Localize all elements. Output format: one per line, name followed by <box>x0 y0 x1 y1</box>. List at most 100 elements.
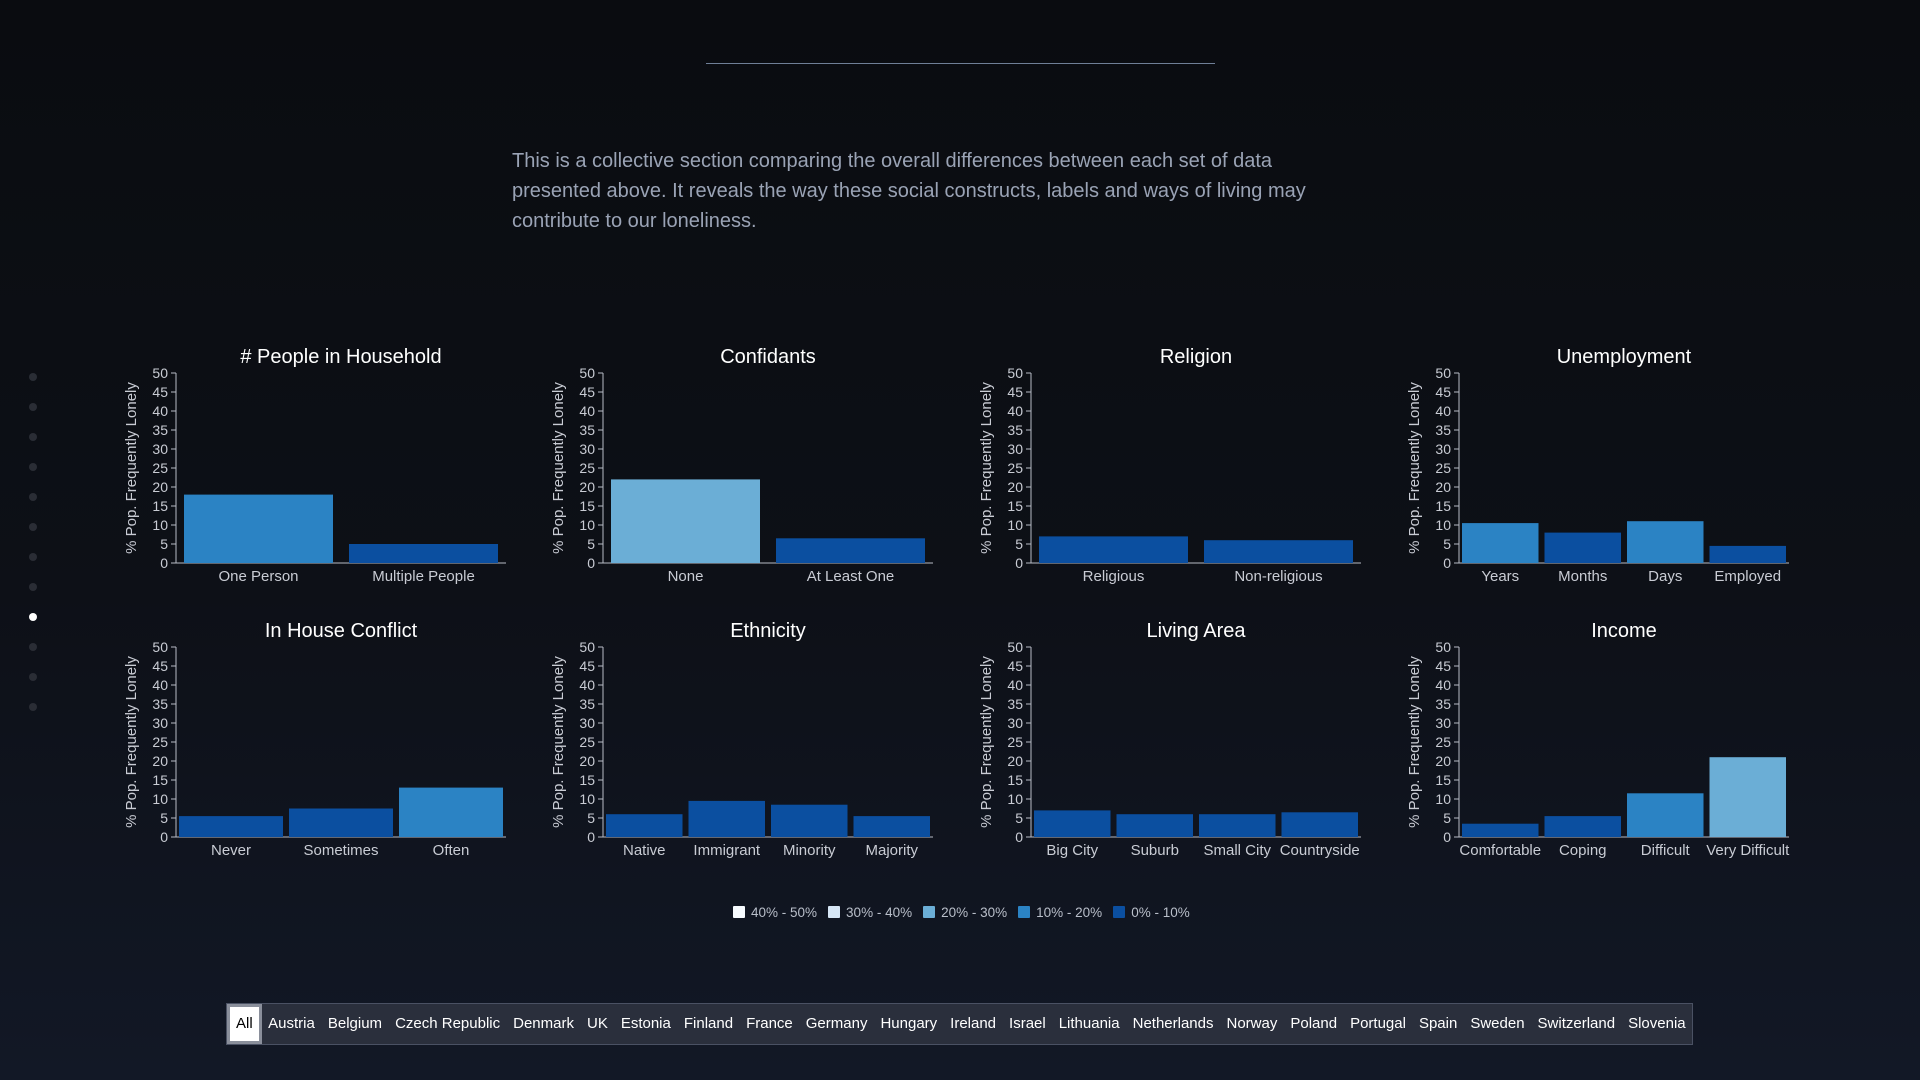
y-tick-label: 30 <box>1435 441 1451 457</box>
y-tick-label: 40 <box>579 677 595 693</box>
y-tick-label: 20 <box>1435 753 1451 769</box>
nav-dot[interactable] <box>29 523 37 531</box>
bar[interactable] <box>1204 540 1353 563</box>
y-tick-label: 45 <box>579 384 595 400</box>
country-button[interactable]: France <box>746 1015 793 1032</box>
x-category-label: Native <box>623 842 666 859</box>
chart-title: Religion <box>1160 346 1232 368</box>
bar[interactable] <box>1199 814 1276 837</box>
y-tick-label: 30 <box>1007 715 1023 731</box>
y-tick-label: 45 <box>579 658 595 674</box>
country-button[interactable]: Netherlands <box>1132 1015 1214 1032</box>
x-category-label: Majority <box>865 842 918 859</box>
country-button[interactable]: Czech Republic <box>395 1015 501 1032</box>
bar[interactable] <box>611 479 760 563</box>
x-category-label: Employed <box>1714 568 1781 585</box>
country-button[interactable]: Hungary <box>880 1015 938 1032</box>
country-button[interactable]: All <box>227 1004 262 1044</box>
country-button[interactable]: Lithuania <box>1058 1015 1120 1032</box>
y-tick-label: 15 <box>1435 498 1451 514</box>
nav-dot[interactable] <box>29 703 37 711</box>
bar-chart: Ethnicity % Pop. Frequently Lonely 0 5 10 15 2… <box>550 620 933 859</box>
country-button[interactable]: Slovenia <box>1628 1015 1686 1032</box>
y-tick-label: 15 <box>1007 498 1023 514</box>
nav-dot[interactable] <box>29 373 37 381</box>
bar[interactable] <box>289 808 393 838</box>
country-button[interactable]: Austria <box>268 1015 315 1032</box>
country-button[interactable]: Belgium <box>327 1015 383 1032</box>
nav-dot[interactable] <box>29 493 37 501</box>
bar[interactable] <box>1709 545 1787 563</box>
country-button[interactable]: Ireland <box>950 1015 997 1032</box>
nav-dot[interactable] <box>29 583 37 591</box>
y-tick-label: 40 <box>1007 677 1023 693</box>
x-category-label: Small City <box>1203 842 1271 859</box>
bar[interactable] <box>1627 521 1704 563</box>
bar[interactable] <box>1034 810 1111 837</box>
y-tick-label: 25 <box>1435 734 1451 750</box>
country-button[interactable]: Finland <box>683 1015 734 1032</box>
bar[interactable] <box>399 787 503 837</box>
y-axis-label: % Pop. Frequently Lonely <box>1406 656 1423 828</box>
bar[interactable] <box>1544 532 1622 563</box>
bar[interactable] <box>853 816 931 837</box>
country-button[interactable]: Israel <box>1009 1015 1046 1032</box>
bar[interactable] <box>1544 816 1622 837</box>
nav-dot[interactable] <box>29 403 37 411</box>
country-button[interactable]: Estonia <box>620 1015 671 1032</box>
bar[interactable] <box>349 544 498 563</box>
bar[interactable] <box>776 538 925 563</box>
bar[interactable] <box>179 816 283 837</box>
y-tick-label: 35 <box>1007 696 1023 712</box>
bar[interactable] <box>688 800 766 837</box>
y-tick-label: 0 <box>160 829 168 845</box>
x-category-label: Coping <box>1559 842 1607 859</box>
bar[interactable] <box>1709 757 1787 837</box>
country-button[interactable]: UK <box>586 1015 608 1032</box>
country-button[interactable]: Germany <box>805 1015 868 1032</box>
bar[interactable] <box>1462 523 1539 563</box>
x-category-label: Multiple People <box>372 568 475 585</box>
bar[interactable] <box>606 814 683 837</box>
bar[interactable] <box>1627 793 1704 837</box>
legend-item: 20% - 30% <box>923 905 1007 920</box>
country-button[interactable]: Sweden <box>1470 1015 1525 1032</box>
country-button[interactable]: Denmark <box>513 1015 574 1032</box>
bar[interactable] <box>1281 812 1359 837</box>
nav-dot[interactable] <box>29 673 37 681</box>
y-tick-label: 35 <box>579 422 595 438</box>
y-tick-label: 10 <box>152 517 168 533</box>
nav-dot[interactable] <box>29 643 37 651</box>
y-tick-label: 25 <box>152 460 168 476</box>
bar[interactable] <box>1039 536 1188 563</box>
bar-chart: Confidants % Pop. Frequently Lonely 0 5 10 15… <box>550 346 933 585</box>
x-category-label: Often <box>433 842 470 859</box>
y-tick-label: 45 <box>1435 658 1451 674</box>
bar-chart: Religion % Pop. Frequently Lonely 0 5 10 15 20… <box>978 346 1361 585</box>
section-nav <box>27 373 39 733</box>
bar[interactable] <box>184 494 333 563</box>
nav-dot[interactable] <box>29 463 37 471</box>
bar[interactable] <box>1462 823 1539 837</box>
bar[interactable] <box>771 804 848 837</box>
y-tick-label: 35 <box>1007 422 1023 438</box>
nav-dot[interactable] <box>29 613 37 621</box>
country-button[interactable]: Switzerland <box>1537 1015 1616 1032</box>
chart-title: Confidants <box>720 346 816 368</box>
bar-chart: Unemployment % Pop. Frequently Lonely 0 5 10… <box>1406 346 1789 585</box>
nav-dot[interactable] <box>29 433 37 441</box>
country-button[interactable]: Poland <box>1290 1015 1338 1032</box>
legend-swatch <box>1018 906 1031 918</box>
country-button[interactable]: Spain <box>1418 1015 1458 1032</box>
bar[interactable] <box>1116 814 1194 837</box>
y-tick-label: 20 <box>152 479 168 495</box>
country-button[interactable]: Portugal <box>1350 1015 1406 1032</box>
nav-dot[interactable] <box>29 553 37 561</box>
y-tick-label: 20 <box>579 479 595 495</box>
country-button[interactable]: Norway <box>1226 1015 1278 1032</box>
y-tick-label: 15 <box>152 498 168 514</box>
x-category-label: Sometimes <box>303 842 378 859</box>
y-tick-label: 20 <box>152 753 168 769</box>
y-tick-label: 10 <box>1435 791 1451 807</box>
legend-item: 40% - 50% <box>733 905 817 920</box>
